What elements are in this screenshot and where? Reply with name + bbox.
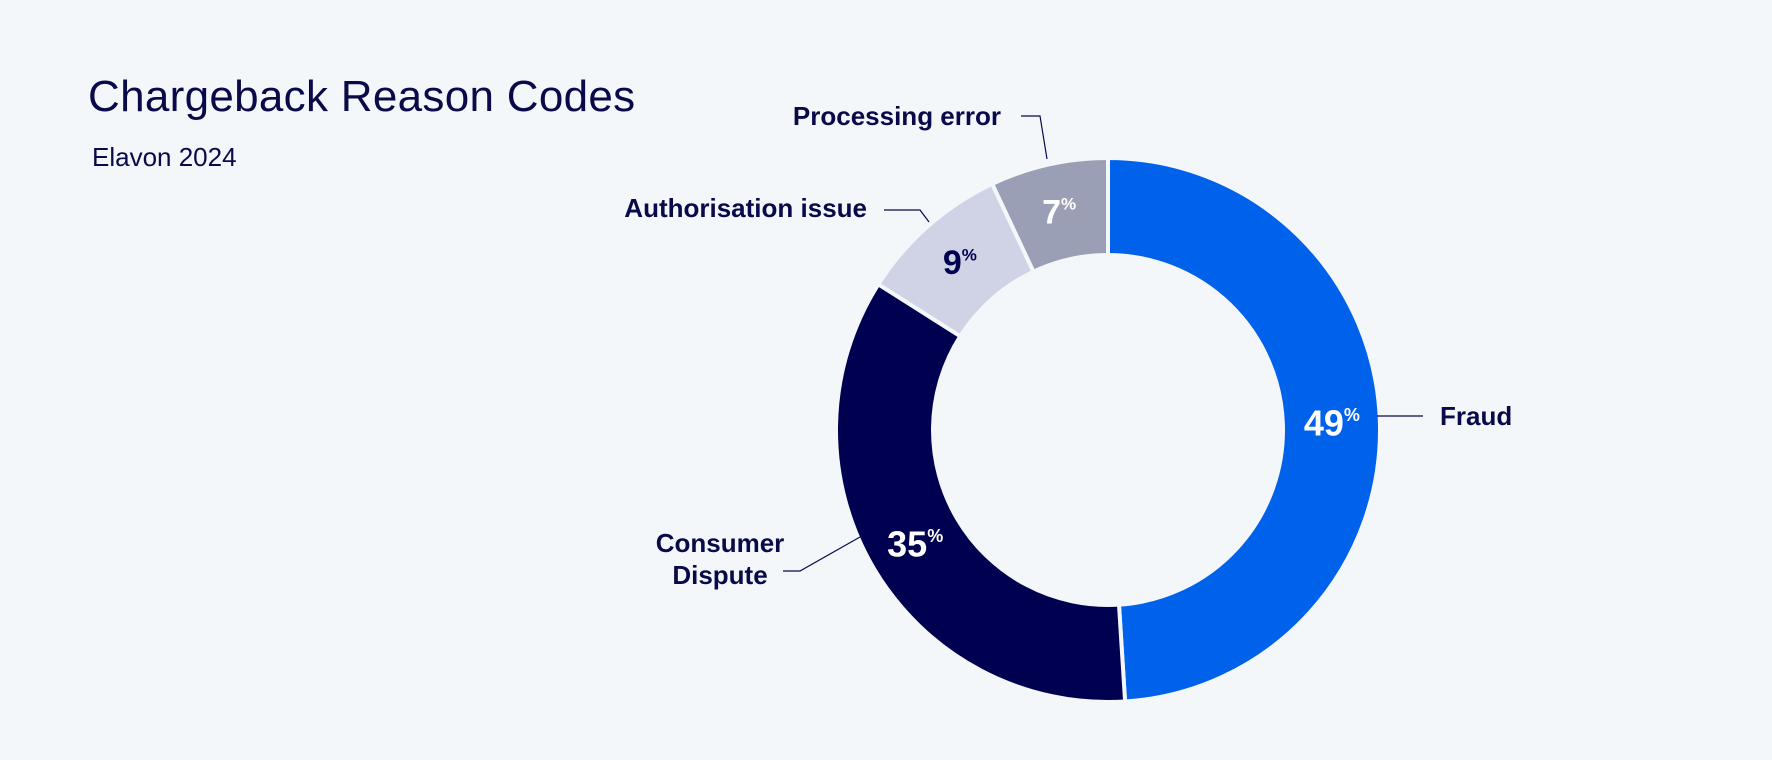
slice-fraud bbox=[1106, 156, 1382, 704]
slices-layer bbox=[834, 156, 1382, 704]
leader-line-processing-error bbox=[1021, 115, 1048, 160]
category-label-consumer-dispute: Consumer Dispute bbox=[656, 528, 785, 590]
leader-line-consumer-dispute bbox=[783, 536, 861, 572]
chart-title: Chargeback Reason Codes bbox=[88, 72, 636, 121]
chart-subtitle: Elavon 2024 bbox=[92, 142, 237, 172]
slice-processing-error bbox=[990, 156, 1110, 274]
leader-line-authorisation-issue bbox=[884, 209, 930, 223]
labels-layer: 49% Fraud 35% Consumer Dispute 9% Authorisatio… bbox=[624, 101, 1512, 590]
value-label-processing-error: 7% bbox=[1042, 193, 1076, 231]
value-label-fraud: 49% bbox=[1304, 403, 1360, 444]
slice-consumer-dispute bbox=[834, 282, 1128, 704]
value-label-consumer-dispute: 35% bbox=[887, 524, 943, 565]
category-label-authorisation-issue: Authorisation issue bbox=[624, 193, 867, 223]
category-label-fraud: Fraud bbox=[1440, 401, 1512, 431]
category-label-processing-error: Processing error bbox=[793, 101, 1001, 131]
value-label-authorisation-issue: 9% bbox=[943, 244, 977, 282]
